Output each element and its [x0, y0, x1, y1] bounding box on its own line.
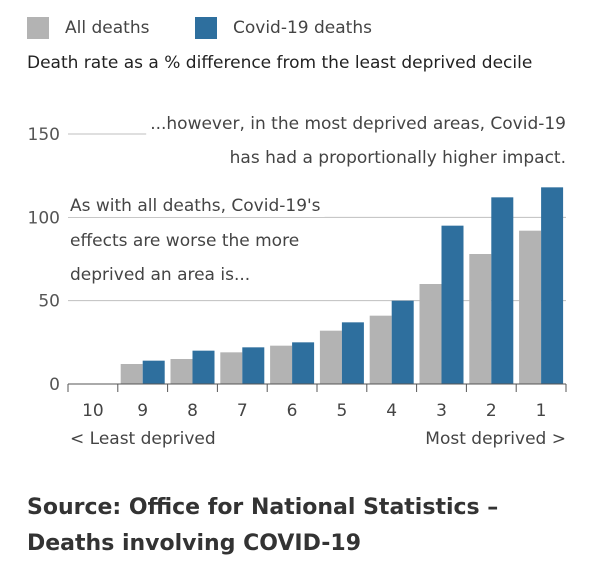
annotation-top-line-2: has had a proportionally higher impact. — [230, 148, 566, 168]
x-tick-label-4: 4 — [386, 401, 397, 421]
bar-covid-deaths-4 — [391, 300, 414, 384]
x-tick-label-1: 1 — [536, 401, 547, 421]
x-tick-label-10: 10 — [82, 401, 104, 421]
bar-all-deaths-8 — [170, 359, 193, 384]
bar-all-deaths-3 — [419, 284, 442, 384]
bar-all-deaths-2 — [469, 254, 492, 384]
bar-all-deaths-5 — [319, 330, 342, 384]
x-tick-label-2: 2 — [486, 401, 497, 421]
x-label-least-deprived: < Least deprived — [70, 429, 216, 449]
legend-item-all-deaths[interactable]: All deaths — [27, 13, 149, 43]
x-tick-label-8: 8 — [187, 401, 198, 421]
x-label-most-deprived: Most deprived > — [425, 429, 566, 449]
source-line-1: Source: Office for National Statistics – — [27, 495, 499, 520]
bar-covid-deaths-5 — [341, 322, 364, 384]
legend-label-all-deaths: All deaths — [65, 18, 150, 38]
bar-chart: 0 50 100 150 10 9 8 7 6 5 4 3 2 1 < Least deprived Most… — [27, 113, 570, 449]
source-line-2: Deaths involving COVID-19 — [27, 531, 361, 556]
y-tick-label-150: 150 — [28, 125, 60, 145]
x-tick-label-3: 3 — [436, 401, 447, 421]
bar-covid-deaths-6 — [292, 342, 315, 384]
legend-swatch-all-deaths — [27, 17, 49, 39]
y-tick-label-50: 50 — [38, 292, 60, 312]
annotation-mid-line-1-bg — [66, 195, 325, 217]
bar-covid-deaths-7 — [242, 347, 265, 384]
bar-all-deaths-1 — [519, 230, 542, 384]
bar-all-deaths-9 — [120, 364, 143, 384]
annotation-top-line-1: ...however, in the most deprived areas, … — [150, 114, 566, 134]
bar-all-deaths-4 — [369, 315, 392, 384]
annotation-mid-line-3: deprived an area is... — [70, 265, 250, 285]
chart-subtitle: Death rate as a % difference from the le… — [27, 53, 533, 73]
y-tick-label-0: 0 — [49, 375, 60, 395]
x-tick-label-7: 7 — [237, 401, 248, 421]
source-note: Source: Office for National Statistics –… — [27, 490, 587, 562]
annotation-mid-line-2: effects are worse the more — [70, 231, 299, 251]
legend-item-covid-deaths[interactable]: Covid-19 deaths — [195, 13, 372, 43]
x-tick-label-5: 5 — [336, 401, 347, 421]
bar-covid-deaths-2 — [491, 197, 514, 384]
bar-covid-deaths-8 — [192, 350, 215, 384]
x-tick-label-9: 9 — [137, 401, 148, 421]
bar-covid-deaths-3 — [441, 225, 464, 384]
annotation-mid-line-1: As with all deaths, Covid-19's — [70, 196, 321, 216]
x-tick-label-6: 6 — [287, 401, 298, 421]
bar-all-deaths-7 — [220, 352, 243, 384]
bar-all-deaths-6 — [270, 345, 293, 384]
legend-label-covid-deaths: Covid-19 deaths — [233, 18, 372, 38]
annotation-top-line-1-bg — [146, 113, 570, 135]
y-tick-label-100: 100 — [28, 208, 60, 228]
bar-covid-deaths-1 — [541, 187, 564, 384]
bar-covid-deaths-9 — [142, 360, 165, 384]
legend-swatch-covid-deaths — [195, 17, 217, 39]
